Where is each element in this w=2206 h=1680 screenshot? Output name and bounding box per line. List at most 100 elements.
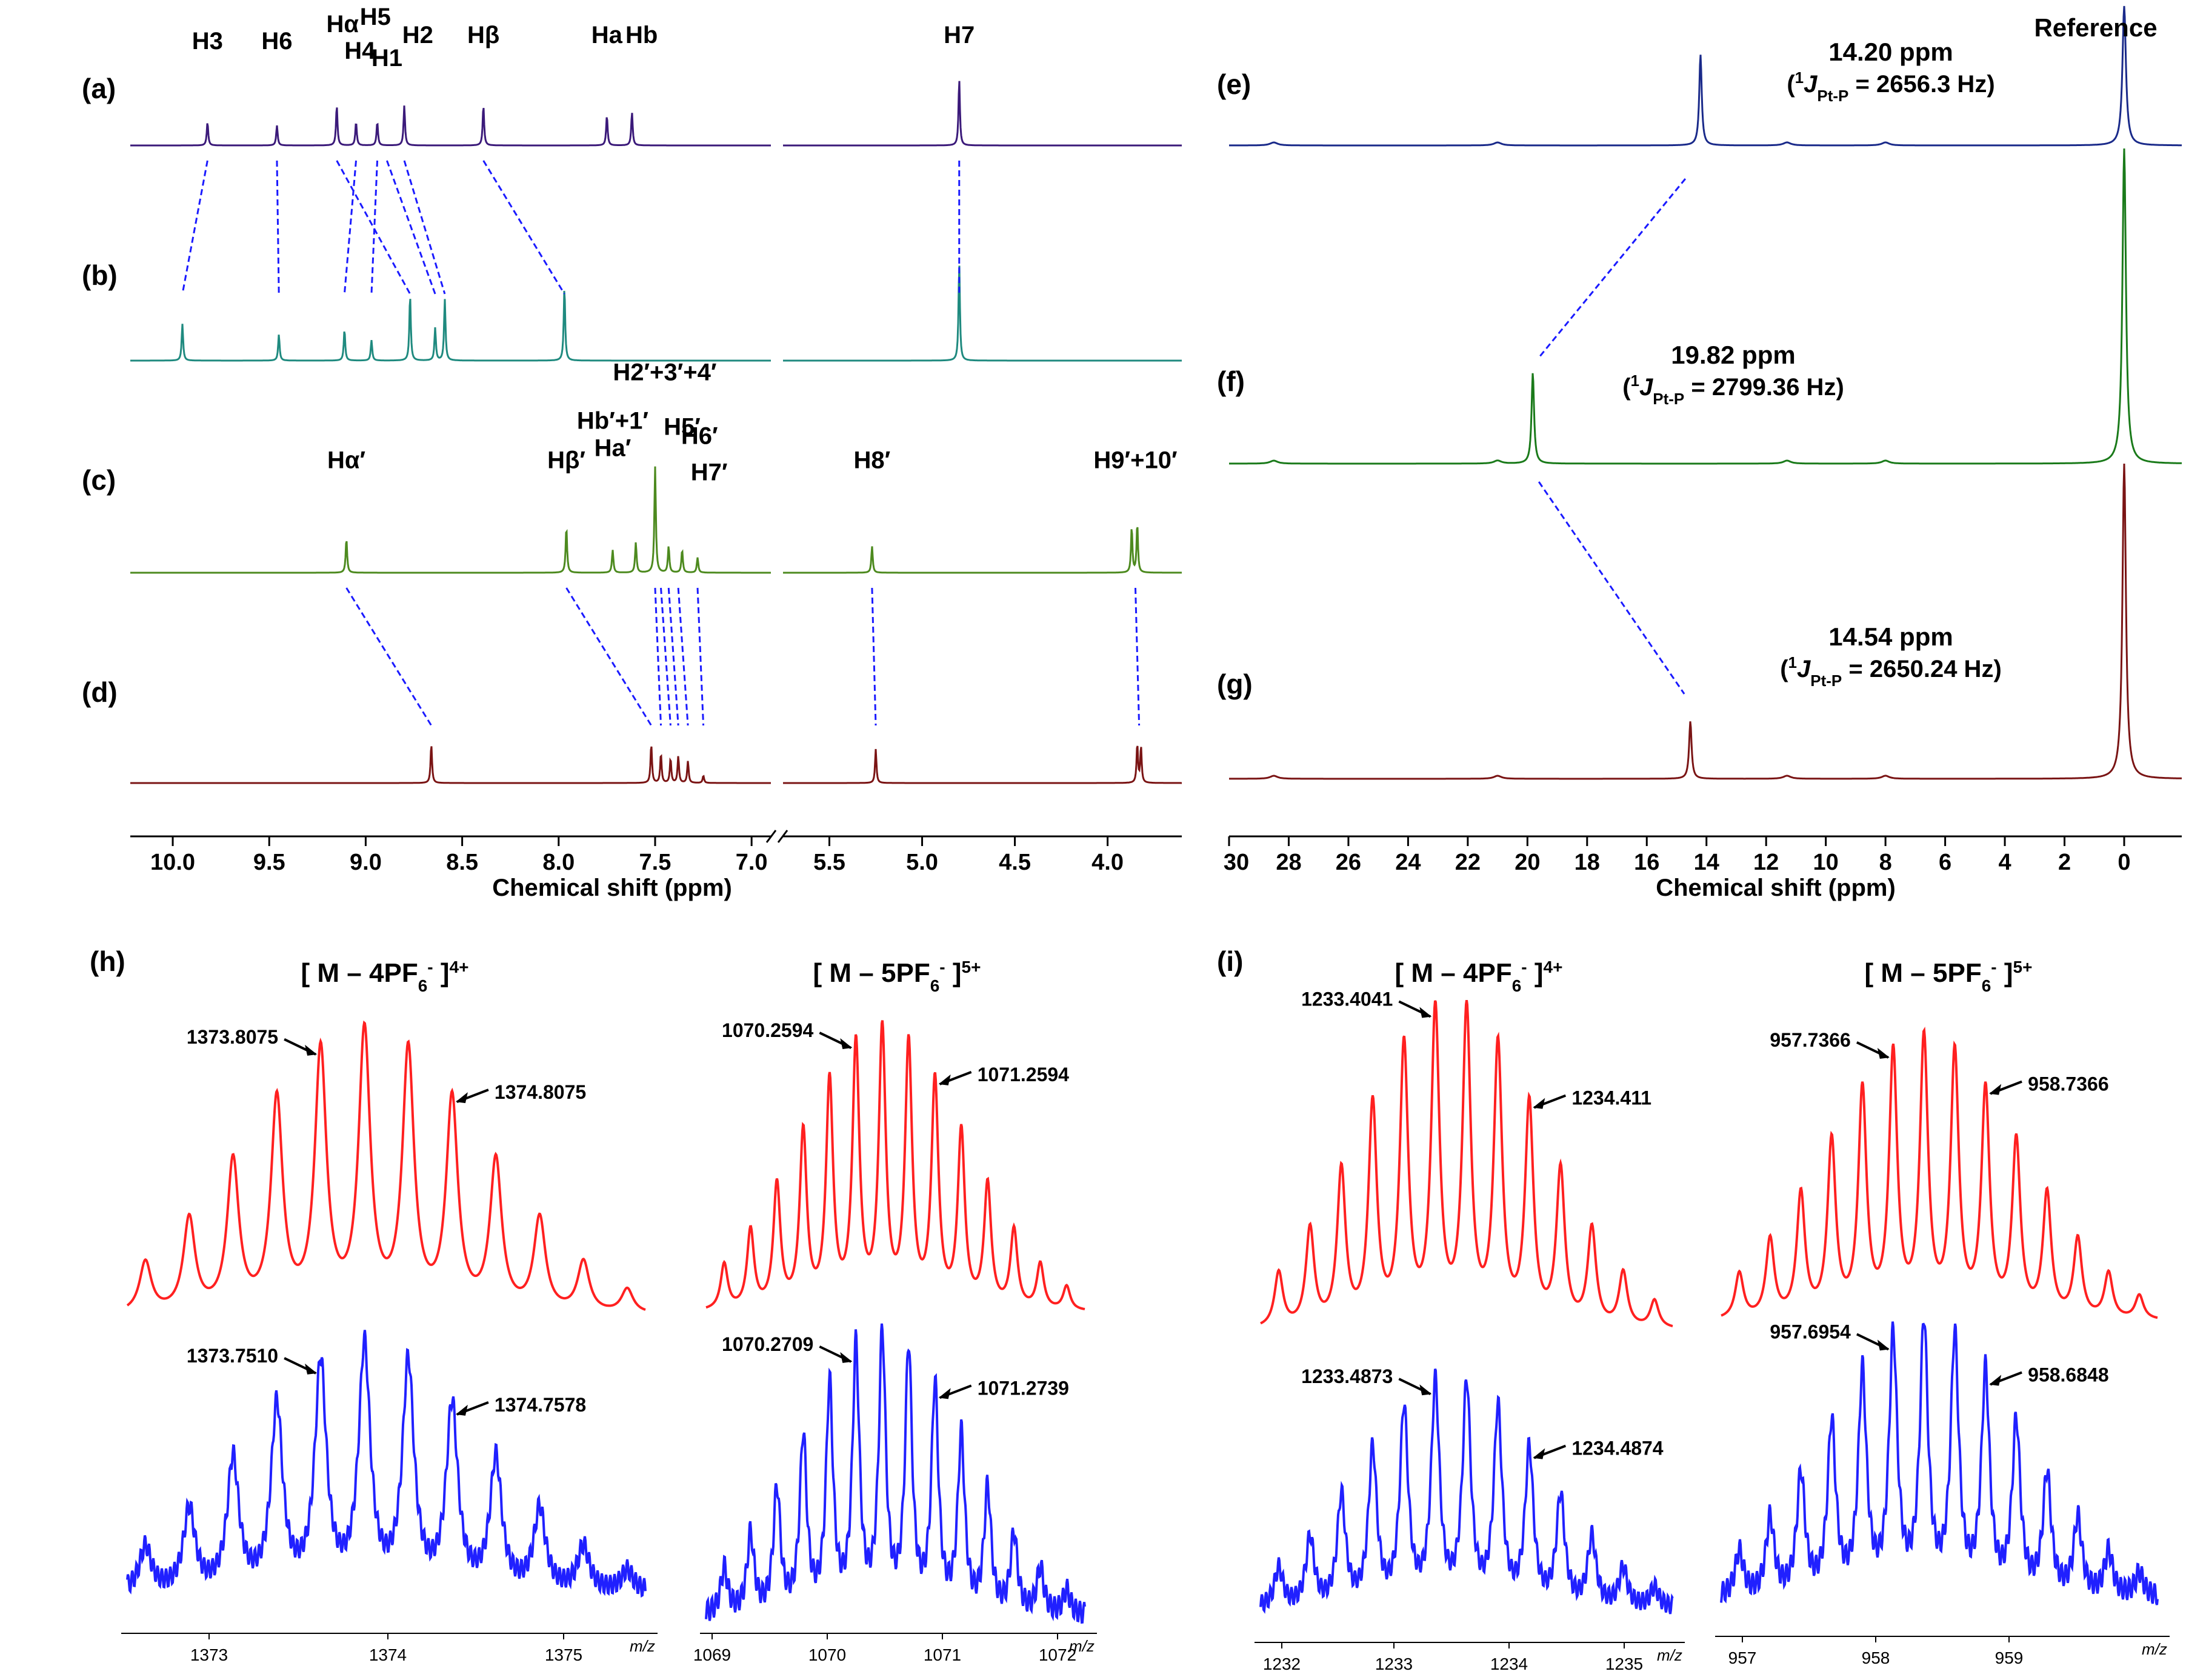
reference-label: Reference bbox=[2034, 13, 2157, 42]
x-tick-label-6: 7.0 bbox=[736, 850, 768, 875]
connector-cd-1 bbox=[565, 587, 652, 726]
ms-tick-label-2-0: 1232 bbox=[1263, 1655, 1301, 1673]
calc-annot-right-1-arrowhead bbox=[938, 1074, 951, 1085]
connector-cd-3 bbox=[660, 587, 671, 726]
ms-unit-1: m/z bbox=[1069, 1637, 1095, 1655]
spectrum-a-segment-1 bbox=[783, 81, 1182, 147]
exp-annot-left-1-text: 1070.2709 bbox=[722, 1333, 813, 1355]
calc-annot-right-2-arrowhead bbox=[1533, 1098, 1545, 1109]
spectrum-c-segment-1 bbox=[783, 527, 1182, 574]
ms-title-part-0-0: [ M – 4PF bbox=[301, 958, 418, 988]
exp-trace-3 bbox=[1720, 1321, 2159, 1605]
x-tick-label-2: 9.0 bbox=[350, 850, 382, 875]
shift-label-f: 19.82 ppm bbox=[1671, 341, 1795, 369]
peak-label-a-5: H1 bbox=[372, 45, 402, 72]
calc-annot-left-0-text: 1373.8075 bbox=[187, 1026, 278, 1048]
x-tick-label-0: 30 bbox=[1224, 850, 1249, 875]
x-tick-label-1: 28 bbox=[1276, 850, 1301, 875]
exp-annot-left-3-arrowhead bbox=[1877, 1339, 1890, 1351]
peak-label-c-9: H9′+10′ bbox=[1093, 447, 1177, 474]
ms-tick-label-2-1: 1233 bbox=[1375, 1655, 1413, 1673]
peak-label-a-8: Ha bbox=[591, 22, 623, 48]
calc-trace-1 bbox=[705, 1020, 1085, 1310]
panel-label-e: (e) bbox=[1217, 68, 1251, 100]
spectrum-c-segment-0 bbox=[130, 466, 771, 574]
shift-label-e: 14.20 ppm bbox=[1828, 38, 1953, 66]
connector-cd-6 bbox=[696, 587, 705, 726]
peak-label-a-4: H5 bbox=[360, 4, 391, 30]
peak-label-c-1: Hβ′ bbox=[547, 447, 585, 474]
exp-annot-right-0-arrowhead bbox=[455, 1404, 468, 1416]
ms-title-0: [ M – 4PF6- ]4+ bbox=[301, 958, 469, 995]
peak-label-c-6: H6′ bbox=[681, 423, 718, 450]
calc-annot-left-2-arrowhead bbox=[1419, 1007, 1432, 1018]
coupling-part-e-0: ( bbox=[1787, 71, 1795, 98]
calc-annot-left-0-arrowhead bbox=[305, 1044, 318, 1056]
exp-annot-right-2-text: 1234.4874 bbox=[1571, 1438, 1663, 1459]
x-tick-label-8: 5.0 bbox=[906, 850, 938, 875]
calc-annot-right-3-arrowhead bbox=[1989, 1084, 2002, 1095]
connector-cd-2 bbox=[654, 587, 662, 726]
x-tick-label-7: 16 bbox=[1634, 850, 1659, 875]
coupling-part-f-2: J bbox=[1639, 374, 1653, 401]
exp-annot-left-2-arrowhead bbox=[1419, 1384, 1432, 1396]
coupling-part-f-0: ( bbox=[1622, 374, 1631, 401]
panel-label-f: (f) bbox=[1217, 365, 1245, 397]
ms-tick-label-0-0: 1373 bbox=[190, 1645, 228, 1664]
ms-title-part-0-2: - bbox=[427, 958, 433, 976]
x-tick-label-9: 4.5 bbox=[999, 850, 1031, 875]
ms-title-part-3-2: - bbox=[1991, 958, 1996, 976]
ms-tick-label-1-2: 1071 bbox=[924, 1645, 961, 1664]
coupling-part-g-2: J bbox=[1797, 656, 1811, 682]
exp-annot-left-0-text: 1373.7510 bbox=[187, 1345, 278, 1367]
panel-label-b: (b) bbox=[82, 259, 118, 291]
coupling-label-e: (1JPt-P = 2656.3 Hz) bbox=[1787, 68, 1994, 105]
connector-ab-1 bbox=[276, 160, 280, 295]
panel-label-i: (i) bbox=[1217, 945, 1243, 977]
peak-label-c-4: H2′+3′+4′ bbox=[613, 359, 716, 386]
exp-annot-left-3-text: 957.6954 bbox=[1770, 1321, 1851, 1342]
x-tick-label-2: 26 bbox=[1336, 850, 1361, 875]
axis-break-mark-1 bbox=[765, 830, 777, 843]
connector-ab-0 bbox=[181, 160, 208, 295]
spectrum-e bbox=[1229, 5, 2182, 147]
peak-label-a-1: H6 bbox=[261, 28, 292, 55]
x-tick-label-9: 12 bbox=[1753, 850, 1779, 875]
panel-label-h: (h) bbox=[90, 945, 125, 977]
x-tick-label-5: 20 bbox=[1515, 850, 1540, 875]
x-tick-label-13: 4 bbox=[1998, 850, 2011, 875]
x-tick-label-11: 8 bbox=[1879, 850, 1892, 875]
coupling-part-g-1: 1 bbox=[1788, 653, 1797, 672]
calc-annot-left-2-text: 1233.4041 bbox=[1301, 988, 1393, 1010]
ms-tick-label-1-3: 1072 bbox=[1039, 1645, 1076, 1664]
exp-annot-right-2-arrowhead bbox=[1533, 1448, 1545, 1459]
calc-annot-left-1-text: 1070.2594 bbox=[722, 1019, 813, 1041]
peak-label-a-9: Hb bbox=[625, 22, 658, 48]
ms-tick-label-3-1: 958 bbox=[1862, 1648, 1890, 1667]
x-tick-label-1: 9.5 bbox=[253, 850, 285, 875]
ms-tick-label-2-2: 1234 bbox=[1490, 1655, 1528, 1673]
ms-title-part-0-3: ] bbox=[433, 958, 450, 988]
ms-title-2: [ M – 4PF6- ]4+ bbox=[1395, 958, 1563, 995]
coupling-part-e-1: 1 bbox=[1795, 68, 1804, 87]
coupling-part-f-1: 1 bbox=[1631, 372, 1639, 390]
coupling-label-f: (1JPt-P = 2799.36 Hz) bbox=[1622, 372, 1844, 408]
x-tick-label-3: 8.5 bbox=[446, 850, 478, 875]
ms-title-part-2-3: ] bbox=[1527, 958, 1544, 988]
calc-annot-right-0-arrowhead bbox=[455, 1092, 468, 1104]
peak-label-a-2: Hα bbox=[326, 11, 359, 38]
ms-unit-3: m/z bbox=[2142, 1640, 2167, 1658]
spectrum-a-segment-0 bbox=[130, 105, 771, 147]
ms-tick-label-2-3: 1235 bbox=[1605, 1655, 1643, 1673]
exp-annot-right-3-arrowhead bbox=[1989, 1375, 2002, 1386]
peak-label-c-3: Ha′ bbox=[595, 435, 631, 462]
connector-ab-2 bbox=[343, 160, 357, 295]
ms-title-part-3-4: 5+ bbox=[2013, 958, 2033, 976]
peak-label-a-3: H4 bbox=[344, 38, 376, 64]
calc-trace-3 bbox=[1721, 1026, 2158, 1319]
calc-trace-0 bbox=[126, 1020, 646, 1311]
spectrum-b-segment-0 bbox=[130, 290, 771, 362]
peak-label-c-8: H8′ bbox=[854, 447, 891, 474]
connector-cd-4 bbox=[667, 587, 679, 726]
